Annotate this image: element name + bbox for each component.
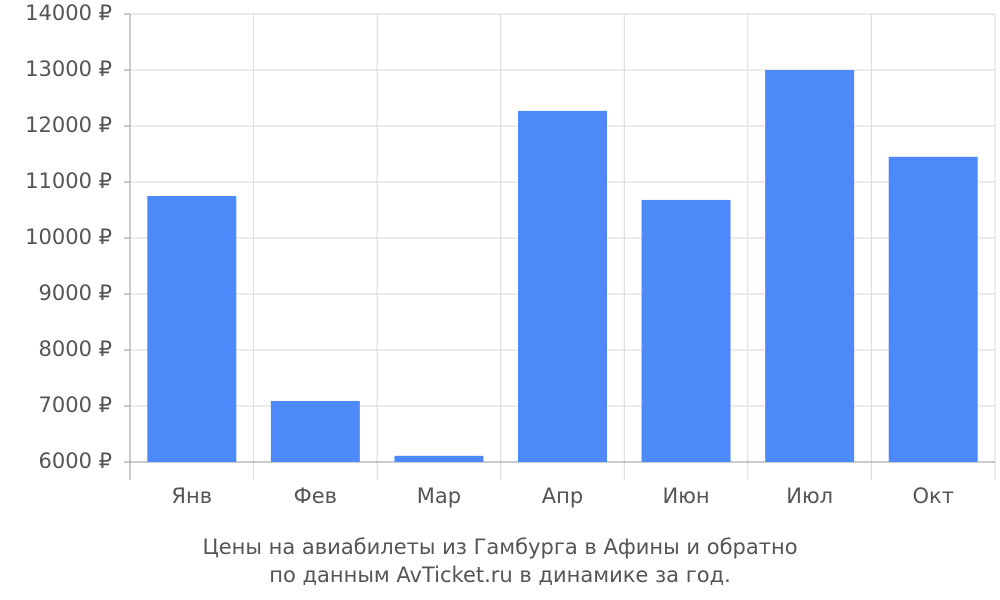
y-tick-label: 12000 ₽ xyxy=(25,113,112,137)
bar xyxy=(641,199,731,463)
y-tick-label: 8000 ₽ xyxy=(39,337,112,361)
bar xyxy=(765,70,855,462)
y-tick-label: 11000 ₽ xyxy=(25,169,112,193)
bar xyxy=(147,196,237,462)
bar xyxy=(394,455,484,462)
x-tick-label: Окт xyxy=(912,484,953,508)
y-tick-label: 14000 ₽ xyxy=(25,1,112,25)
bar xyxy=(888,156,978,463)
caption-line: Цены на авиабилеты из Гамбурга в Афины и… xyxy=(202,535,797,559)
x-tick-label: Апр xyxy=(542,484,583,508)
y-tick-label: 6000 ₽ xyxy=(39,449,112,473)
bar xyxy=(518,110,607,462)
y-tick-label: 13000 ₽ xyxy=(25,57,112,81)
bar xyxy=(270,400,360,462)
x-tick-label: Июн xyxy=(663,484,710,508)
x-tick-label: Мар xyxy=(417,484,461,508)
y-tick-label: 9000 ₽ xyxy=(39,281,112,305)
y-tick-label: 7000 ₽ xyxy=(39,393,112,417)
x-tick-label: Янв xyxy=(171,484,212,508)
x-tick-label: Июл xyxy=(786,484,833,508)
caption-line: по данным AvTicket.ru в динамике за год. xyxy=(269,563,731,587)
y-tick-label: 10000 ₽ xyxy=(25,225,112,249)
x-tick-label: Фев xyxy=(294,484,337,508)
